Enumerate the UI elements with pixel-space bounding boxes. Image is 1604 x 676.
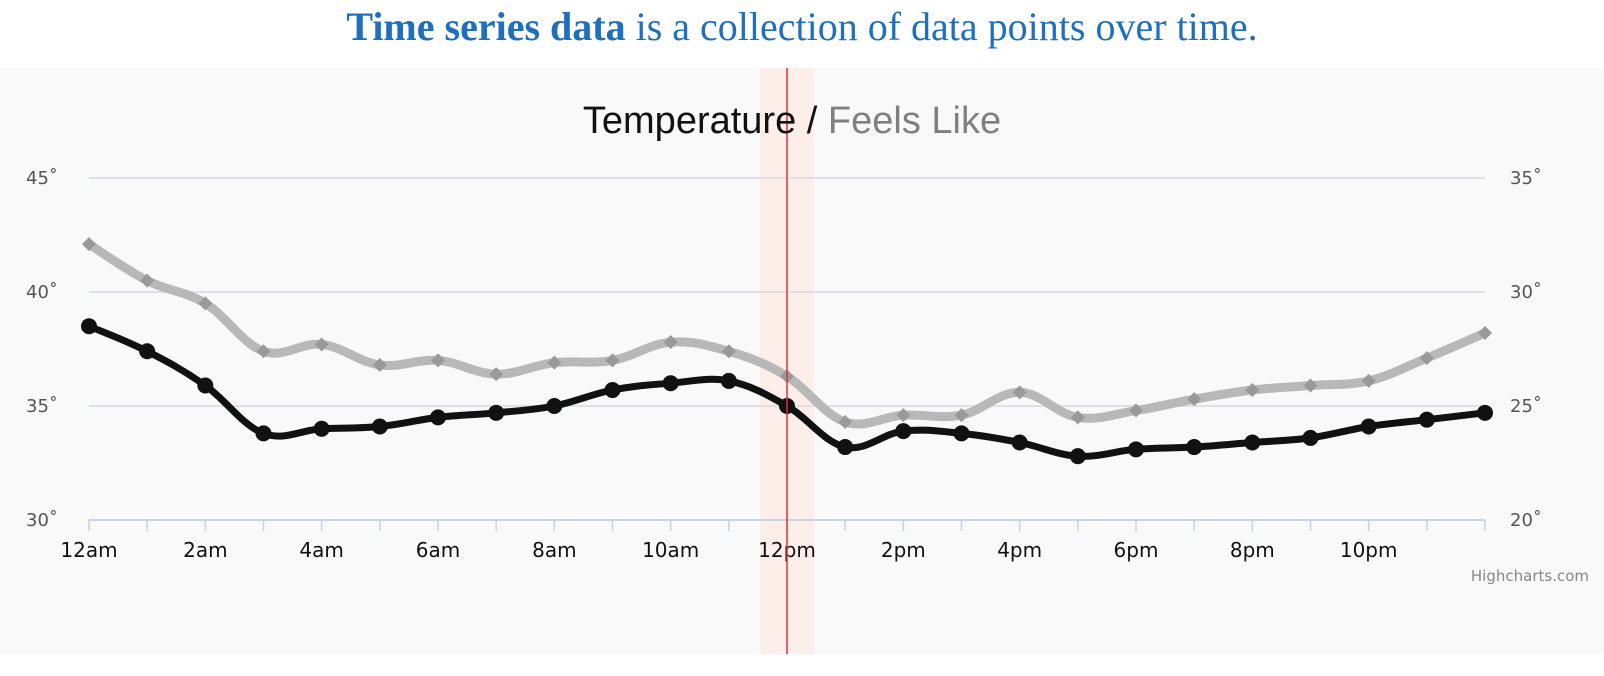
feels-like-point (256, 344, 271, 359)
temperature-point (197, 377, 214, 394)
temperature-point (313, 420, 330, 437)
x-tick-label: 8am (532, 538, 576, 562)
x-tick-label: 2am (183, 538, 227, 562)
x-tick-label: 10am (642, 538, 699, 562)
feels-like-point (896, 408, 911, 423)
y-left-tick-label: 35˚ (26, 396, 58, 417)
x-tick-label: 2pm (881, 538, 926, 562)
x-tick-label: 10pm (1340, 538, 1398, 562)
feels-like-point (1303, 378, 1318, 393)
title-feels-like: Feels Like (828, 100, 1001, 142)
temperature-point (1360, 418, 1377, 435)
temperature-point (1069, 448, 1086, 465)
feels-like-point (721, 344, 736, 359)
feels-like-point (663, 335, 678, 350)
feels-like-point (372, 357, 387, 372)
x-tick-label: 4am (299, 538, 343, 562)
feels-like-point (1245, 383, 1260, 398)
temperature-point (953, 425, 970, 442)
y-right-tick-label: 25˚ (1510, 396, 1542, 417)
temperature-point (1128, 441, 1144, 458)
chart-title: Temperature / Feels Like (583, 100, 1001, 142)
temperature-point (662, 375, 679, 392)
x-tick-label: 6am (416, 538, 460, 562)
temperature-point (139, 343, 156, 360)
feels-like-point (1187, 392, 1202, 407)
feels-like-point (1478, 326, 1492, 341)
feels-like-point (489, 367, 504, 382)
feels-like-point (198, 296, 213, 311)
feels-like-point (1419, 351, 1434, 366)
title-separator: / (796, 100, 828, 142)
x-tick-label: 4pm (997, 538, 1042, 562)
temperature-point (720, 372, 737, 389)
y-right-tick-label: 30˚ (1510, 282, 1542, 303)
temperature-point (895, 423, 912, 440)
temperature-point (1011, 434, 1028, 451)
temperature-point (837, 439, 854, 456)
temperature-point (1302, 429, 1319, 446)
temperature-point (255, 425, 272, 442)
temperature-point (1244, 434, 1261, 451)
heading-bold: Time series data (346, 4, 626, 49)
chart-panel: 30˚ 35˚ 40˚ 45˚ 20˚ 25˚ 30˚ 35˚ 12am 2am 4am 6am 8am… (0, 68, 1604, 654)
temperature-point (81, 318, 97, 335)
temperature-point (371, 418, 388, 435)
y-left-tick-label: 45˚ (26, 168, 58, 189)
y-right-tick-label: 20˚ (1510, 510, 1542, 531)
feels-like-point (1070, 410, 1085, 425)
temperature-point (546, 398, 563, 414)
temperature-point (1477, 404, 1493, 421)
feels-like-point (1129, 403, 1143, 418)
x-tick-label: 8pm (1230, 538, 1275, 562)
feels-like-point (1012, 385, 1027, 400)
highcharts-credit[interactable]: Highcharts.com (1471, 567, 1589, 585)
axis-layer: 30˚ 35˚ 40˚ 45˚ 20˚ 25˚ 30˚ 35˚ 12am 2am 4am 6am 8am… (26, 168, 1542, 562)
feels-like-point (605, 353, 620, 368)
feels-like-point (314, 337, 329, 352)
y-left-tick-label: 30˚ (26, 510, 58, 531)
temperature-chart: 30˚ 35˚ 40˚ 45˚ 20˚ 25˚ 30˚ 35˚ 12am 2am 4am 6am 8am… (26, 68, 1589, 654)
feels-like-point (1361, 373, 1376, 388)
temperature-point (488, 404, 505, 421)
feels-like-point (547, 355, 562, 370)
temperature-point (604, 382, 621, 399)
page-heading: Time series data is a collection of data… (0, 0, 1604, 62)
feels-like-point (838, 414, 853, 429)
marker-layer (81, 68, 1493, 654)
feels-like-point (954, 408, 969, 423)
temperature-point (430, 409, 446, 426)
temperature-point (1418, 411, 1435, 428)
temperature-point (1186, 439, 1203, 456)
feels-like-point (82, 237, 96, 252)
heading-rest: is a collection of data points over time… (625, 4, 1258, 49)
feels-like-point (431, 353, 445, 368)
y-left-tick-label: 40˚ (26, 282, 58, 303)
feels-like-point (140, 273, 155, 288)
x-tick-label: 12am (60, 538, 117, 562)
y-right-tick-label: 35˚ (1510, 168, 1542, 189)
title-temperature: Temperature (583, 100, 796, 142)
x-tick-label: 6pm (1114, 538, 1159, 562)
